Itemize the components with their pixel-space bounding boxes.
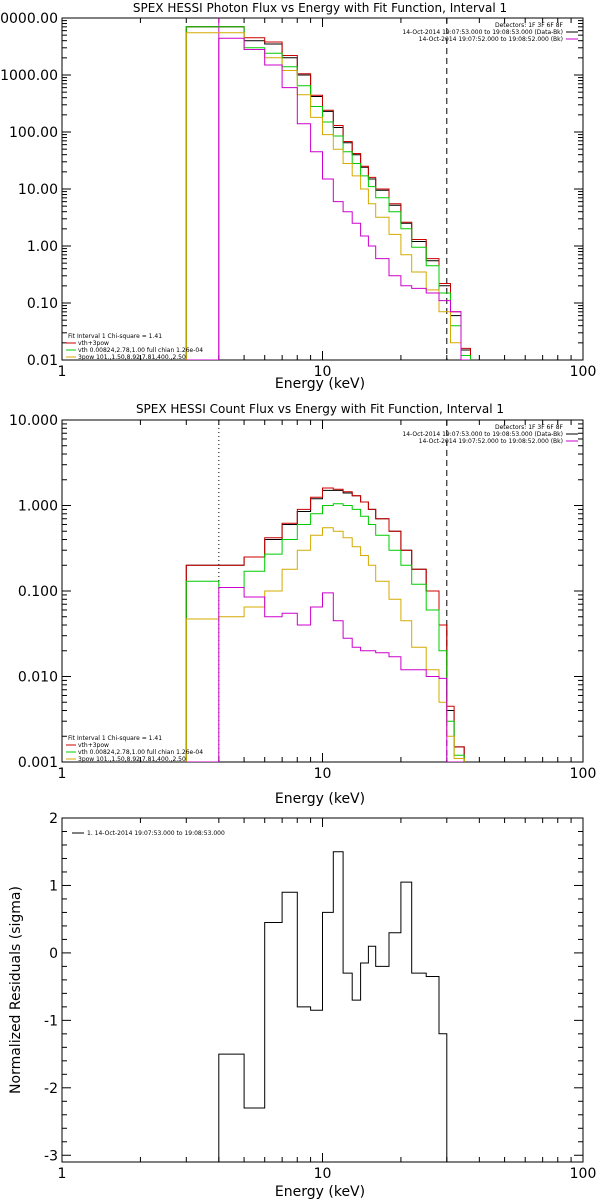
plot-frame (61, 419, 584, 763)
y-tick-label: 10.000 (9, 413, 58, 429)
y-tick-label: 0.010 (18, 670, 58, 686)
count-flux-panel: SPEX HESSI Count Flux vs Energy with Fit… (9, 402, 596, 807)
legend-entry: 3pow 101.,1.50,8.92,7.81,400.,2.50 (78, 354, 186, 361)
info-text: Detectors: 1F 3F 6F 8F (495, 22, 564, 29)
legend-entry: vth+3pow (78, 742, 109, 749)
y-tick-label: 0.10 (27, 296, 58, 312)
info-text: 14-Oct-2014 19:07:52.000 to 19:08:52.000… (419, 36, 563, 43)
residuals-panel: Energy (keV) Normalized Residuals (sigma… (8, 811, 596, 1200)
y-tick-label: 0.01 (27, 353, 58, 369)
legend-entry: vth 0.00824,2.78,1.00 full chian 1.26e-0… (78, 749, 203, 756)
y-tick-label: 1.000 (18, 499, 58, 515)
y-tick-label: -1 (44, 1013, 58, 1029)
series-2-histogram (185, 503, 465, 762)
series-2-histogram (185, 26, 471, 360)
info-text: 14-Oct-2014 19:07:53.000 to 19:08:53.000… (402, 431, 563, 438)
x-tick-label: 100 (570, 364, 597, 380)
x-tick-label: 10 (314, 766, 332, 782)
series-3-histogram (185, 527, 465, 762)
y-tick-label: 1 (49, 878, 58, 894)
x-tick-label: 1 (58, 766, 67, 782)
legend-entry: vth+3pow (78, 340, 109, 347)
plot-frame (61, 17, 584, 361)
x-tick-label: 10 (314, 1166, 332, 1182)
y-tick-label: 1000.00 (0, 68, 58, 84)
series-4-histogram (186, 587, 465, 762)
y-tick-label: 0.001 (18, 755, 58, 771)
panel2-xlabel: Energy (keV) (275, 791, 365, 807)
x-tick-label: 1 (58, 1166, 67, 1182)
y-tick-label: -2 (44, 1081, 58, 1097)
y-tick-label: 1.00 (27, 239, 58, 255)
series-4-histogram (186, 37, 471, 360)
legend-entry: vth 0.00824,2.78,1.00 full chian 1.26e-0… (78, 347, 203, 354)
y-tick-label: 0000.00 (0, 11, 58, 27)
y-tick-label: 100.00 (9, 125, 58, 141)
panel1-xlabel: Energy (keV) (275, 376, 365, 392)
photon-flux-panel: SPEX HESSI Photon Flux vs Energy with Fi… (0, 1, 596, 392)
y-tick-label: 0 (49, 946, 58, 962)
series-0-histogram (218, 851, 455, 1162)
series-0-histogram (185, 489, 465, 762)
y-tick-label: 2 (49, 811, 58, 827)
panel2-title: SPEX HESSI Count Flux vs Energy with Fit… (136, 402, 504, 416)
series-1-histogram (185, 26, 471, 360)
legend-entry: 1. 14-Oct-2014 19:07:53.000 to 19:08:53.… (87, 830, 225, 837)
legend-entry: Fit Interval 1 Chi-square = 1.41 (68, 333, 162, 340)
info-text: Detectors: 1F 3F 6F 8F (495, 424, 564, 431)
info-text: 14-Oct-2014 19:07:53.000 to 19:08:53.000… (402, 29, 563, 36)
series-0-histogram (185, 26, 471, 360)
info-text: 14-Oct-2014 19:07:52.000 to 19:08:52.000… (419, 438, 563, 445)
x-tick-label: 1 (58, 364, 67, 380)
panel3-ylabel: Normalized Residuals (sigma) (8, 886, 24, 1094)
y-tick-label: 10.00 (18, 182, 58, 198)
panel3-xlabel: Energy (keV) (275, 1184, 365, 1200)
legend-entry: 3pow 101.,1.50,8.92,7.81,400.,2.50 (78, 756, 186, 763)
panel1-title: SPEX HESSI Photon Flux vs Energy with Fi… (133, 1, 507, 15)
series-3-histogram (185, 32, 471, 360)
x-tick-label: 10 (314, 364, 332, 380)
series-1-histogram (185, 487, 465, 762)
legend-entry: Fit Interval 1 Chi-square = 1.41 (68, 735, 162, 742)
x-tick-label: 100 (570, 1166, 597, 1182)
x-tick-label: 100 (570, 766, 597, 782)
y-tick-label: -3 (44, 1148, 58, 1164)
y-tick-label: 0.100 (18, 584, 58, 600)
